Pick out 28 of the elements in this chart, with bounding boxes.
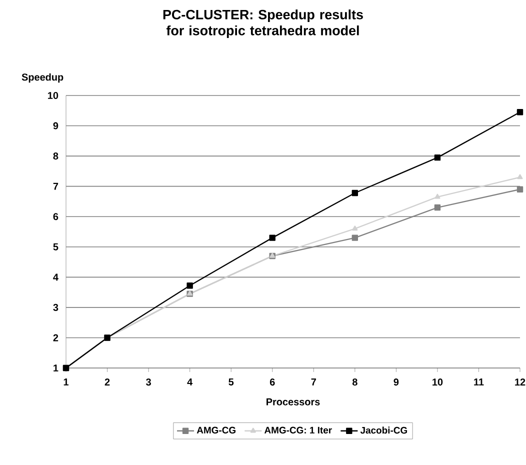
- y-tick-label: 8: [53, 152, 58, 160]
- x-tick-label: 8: [352, 378, 358, 386]
- y-tick-label: 6: [53, 213, 58, 220]
- x-tick-label: 1: [64, 378, 68, 386]
- x-tick-label: 2: [104, 378, 110, 386]
- legend-label: Jacobi-CG: [360, 426, 408, 434]
- chart-title: PC-CLUSTER: Speedup results for isotropic tetrahedra model: [163, 10, 363, 38]
- y-tick-label: 9: [53, 122, 58, 130]
- legend-label: AMG-CG: [196, 426, 236, 434]
- x-tick-label: 12: [515, 378, 526, 386]
- x-tick-label: 6: [270, 378, 275, 386]
- x-tick-label: 9: [394, 378, 399, 386]
- y-tick-label: 4: [53, 274, 58, 281]
- legend-label: AMG-CG: 1 Iter: [264, 426, 332, 434]
- y-tick-label: 5: [53, 243, 58, 250]
- y-tick-label: 1: [54, 364, 58, 372]
- y-tick-label: 10: [48, 92, 58, 100]
- x-tick-label: 4: [187, 378, 193, 386]
- x-tick-label: 5: [228, 378, 234, 386]
- y-tick-label: 7: [53, 182, 58, 190]
- x-axis-title: Processors: [266, 398, 320, 406]
- x-tick-label: 11: [474, 378, 484, 386]
- x-tick-label: 7: [311, 378, 316, 386]
- y-axis-title: Speedup: [22, 73, 64, 83]
- x-tick-label: 10: [432, 378, 443, 386]
- y-tick-label: 3: [53, 304, 58, 311]
- x-tick-label: 3: [146, 378, 151, 386]
- y-tick-label: 2: [53, 334, 58, 342]
